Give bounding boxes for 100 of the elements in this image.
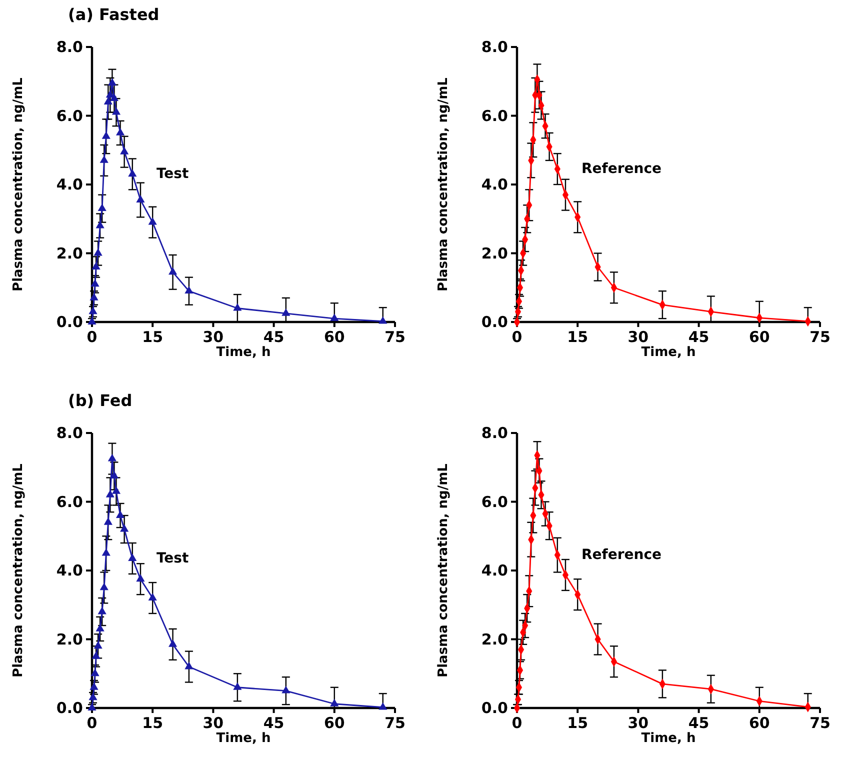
point <box>90 279 100 287</box>
point <box>128 554 137 561</box>
x-tick-label: 75 <box>810 714 830 732</box>
x-tick-label: 75 <box>384 714 406 732</box>
x-tick-label: 60 <box>748 714 770 732</box>
x-tick-label: 45 <box>688 328 710 346</box>
point <box>282 686 290 694</box>
y-tick-label: 4.0 <box>481 562 508 580</box>
y-tick-label: 2.0 <box>56 630 83 648</box>
point <box>88 692 98 700</box>
x-tick-label: 0 <box>86 714 98 732</box>
point <box>330 698 339 706</box>
x-tick-label: 15 <box>567 714 588 732</box>
point <box>108 454 116 462</box>
y-axis-title: Plasma concentration, ng/mL <box>436 464 451 678</box>
point <box>92 651 100 659</box>
point <box>148 217 157 225</box>
point <box>136 574 145 582</box>
y-tick-label: 4.0 <box>481 176 508 194</box>
point <box>120 524 129 532</box>
x-tick-label: 30 <box>628 714 649 732</box>
y-axis-title: Plasma concentration, ng/mL <box>11 78 26 292</box>
point <box>233 303 242 311</box>
point <box>102 131 110 139</box>
x-tick-label: 60 <box>324 328 345 346</box>
x-tick-label: 75 <box>384 328 406 346</box>
point <box>96 624 104 632</box>
chart-title: (a) Fasted <box>68 5 160 24</box>
y-tick-label: 6.0 <box>481 492 508 511</box>
point <box>378 702 388 710</box>
y-tick-label: 8.0 <box>56 38 83 56</box>
point <box>90 292 98 300</box>
x-tick-label: 0 <box>86 328 98 346</box>
x-axis-title: Time, h <box>641 345 696 360</box>
point <box>233 682 242 690</box>
y-tick-label: 6.0 <box>56 492 83 511</box>
y-axis-title: Plasma concentration, ng/mL <box>436 78 451 292</box>
x-tick-label: 15 <box>567 328 588 346</box>
point <box>168 267 178 275</box>
y-tick-label: 2.0 <box>481 244 508 262</box>
x-axis-title: Time, h <box>216 345 271 360</box>
point <box>100 582 108 590</box>
point <box>90 668 100 676</box>
point <box>116 510 125 518</box>
y-tick-label: 8.0 <box>481 38 508 56</box>
x-tick-label: 15 <box>142 328 164 346</box>
y-tick-label: 0.0 <box>481 313 508 331</box>
series-label: Test <box>156 166 189 182</box>
point <box>148 593 157 600</box>
point <box>94 641 102 649</box>
y-tick-label: 8.0 <box>481 424 508 442</box>
series-label: Reference <box>581 547 662 564</box>
y-tick-label: 2.0 <box>56 244 83 262</box>
point <box>98 204 106 212</box>
x-tick-label: 45 <box>263 328 284 346</box>
x-tick-label: 30 <box>628 328 649 346</box>
x-axis-title: Time, h <box>641 731 696 746</box>
point <box>98 606 106 614</box>
x-tick-label: 15 <box>142 714 164 732</box>
y-tick-label: 8.0 <box>56 424 83 442</box>
x-tick-label: 0 <box>512 714 522 732</box>
point <box>120 146 129 154</box>
point <box>88 306 98 314</box>
point <box>102 548 110 556</box>
y-tick-label: 6.0 <box>56 106 83 125</box>
point <box>96 220 104 228</box>
point <box>104 97 112 104</box>
x-tick-label: 45 <box>688 714 710 732</box>
y-tick-label: 0.0 <box>56 313 83 331</box>
x-axis-title: Time, h <box>216 731 271 746</box>
y-tick-label: 6.0 <box>481 106 508 125</box>
point <box>92 262 100 270</box>
series-label: Test <box>156 550 189 566</box>
point <box>104 517 112 525</box>
point <box>112 486 121 494</box>
x-tick-label: 60 <box>748 328 770 346</box>
point <box>116 128 125 136</box>
point <box>168 639 178 647</box>
point <box>128 169 137 177</box>
y-tick-label: 0.0 <box>481 699 508 717</box>
point <box>378 316 388 324</box>
chart-title: (b) Fed <box>68 391 132 410</box>
y-tick-label: 4.0 <box>56 562 83 580</box>
x-tick-label: 30 <box>202 328 224 346</box>
point <box>282 308 290 316</box>
x-tick-label: 45 <box>263 714 284 732</box>
point <box>94 248 102 256</box>
y-axis-title: Plasma concentration, ng/mL <box>11 464 26 678</box>
x-tick-label: 60 <box>324 714 345 732</box>
point <box>136 195 145 202</box>
point <box>184 662 194 670</box>
y-tick-label: 0.0 <box>56 699 83 717</box>
y-tick-label: 4.0 <box>56 176 83 194</box>
series-label: Reference <box>581 161 662 178</box>
x-tick-label: 0 <box>512 328 522 346</box>
point <box>330 314 339 322</box>
x-tick-label: 75 <box>810 328 830 346</box>
point <box>90 682 98 690</box>
point <box>184 286 194 294</box>
point <box>106 490 114 498</box>
